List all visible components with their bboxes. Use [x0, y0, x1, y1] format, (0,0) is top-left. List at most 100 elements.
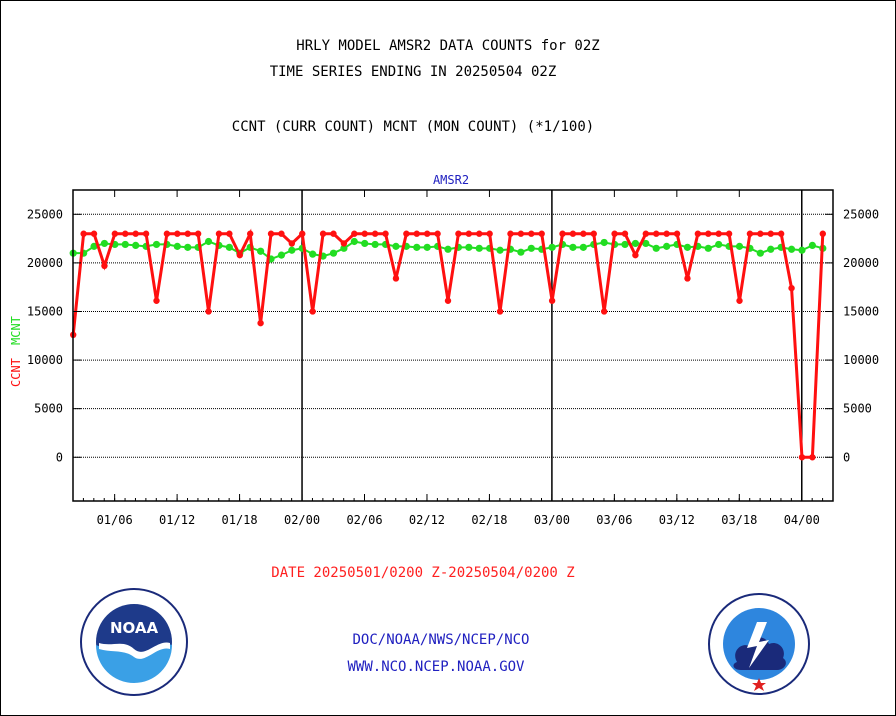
y-tick-label-right: 20000 [843, 256, 879, 270]
data-point-ccnt [413, 230, 420, 237]
data-point-mcnt [100, 239, 109, 248]
data-point-mcnt [465, 243, 473, 251]
x-tick-label: 03/12 [659, 513, 695, 527]
data-point-ccnt [278, 230, 285, 237]
data-point-ccnt [663, 230, 670, 237]
data-point-ccnt [632, 251, 639, 259]
data-point-ccnt [246, 230, 254, 237]
data-point-ccnt [174, 230, 181, 237]
data-point-ccnt [215, 230, 223, 237]
data-point-ccnt [715, 230, 722, 237]
data-point-mcnt [361, 239, 369, 248]
data-point-ccnt [559, 230, 566, 237]
data-point-ccnt [267, 230, 275, 237]
data-point-mcnt [715, 240, 723, 249]
data-point-ccnt [600, 308, 608, 315]
series-layer [69, 228, 827, 461]
data-point-ccnt [517, 230, 525, 237]
data-point-ccnt [507, 230, 514, 237]
noaa-logo: NOAA [80, 588, 188, 696]
data-point-ccnt [340, 240, 348, 247]
y-tick-label-left: 20000 [27, 256, 63, 270]
data-point-ccnt [590, 230, 597, 237]
data-point-ccnt [153, 297, 160, 304]
axis-layer: 0 0 5000 5000 10000 10000 15000 15000 20000 20000… [27, 189, 879, 527]
data-point-ccnt [330, 230, 337, 237]
data-point-ccnt [371, 230, 379, 237]
data-point-ccnt [361, 230, 368, 237]
data-point-ccnt [736, 297, 743, 304]
data-point-ccnt [465, 230, 473, 237]
y-tick-label-left: 25000 [27, 207, 63, 221]
data-point-mcnt [340, 244, 348, 252]
data-point-mcnt [652, 244, 660, 252]
data-point-ccnt [194, 230, 202, 237]
x-tick-label: 01/18 [222, 513, 258, 527]
data-point-ccnt [486, 230, 493, 237]
series-line-ccnt [71, 228, 825, 459]
y-tick-label-right: 15000 [843, 304, 879, 318]
data-point-ccnt [705, 230, 712, 237]
data-point-ccnt [309, 308, 316, 315]
x-tick-label: 02/06 [346, 513, 382, 527]
y-tick-label-right: 0 [843, 450, 850, 464]
data-point-ccnt [569, 230, 577, 237]
data-point-mcnt [90, 242, 98, 250]
data-point-ccnt [496, 308, 504, 315]
data-point-mcnt [735, 242, 744, 250]
data-point-ccnt [163, 230, 171, 237]
data-point-ccnt [746, 230, 754, 237]
x-tick-label: 03/18 [721, 513, 757, 527]
nco-website-link[interactable]: WWW.NCO.NCEP.NOAA.GOV [347, 659, 525, 675]
data-point-mcnt [184, 243, 192, 251]
data-point-ccnt [757, 230, 764, 237]
data-point-ccnt [653, 230, 660, 237]
data-point-ccnt [319, 230, 327, 237]
data-point-ccnt [423, 230, 431, 237]
data-point-ccnt [809, 454, 816, 461]
data-point-mcnt [257, 247, 265, 255]
data-point-mcnt [173, 242, 181, 250]
data-point-mcnt [204, 237, 213, 246]
data-point-ccnt [101, 262, 108, 270]
data-point-mcnt [621, 240, 629, 249]
noaa-logo-text: NOAA [110, 619, 159, 637]
data-point-ccnt [528, 230, 535, 237]
y-axis-label-ccnt: CCNT [9, 358, 23, 387]
data-point-mcnt [798, 246, 806, 254]
data-point-ccnt [257, 319, 264, 327]
x-tick-label: 01/06 [97, 513, 133, 527]
data-point-ccnt [132, 230, 139, 237]
data-point-mcnt [413, 243, 421, 251]
data-point-mcnt [767, 245, 775, 253]
y-tick-label-right: 25000 [843, 207, 879, 221]
data-point-mcnt [309, 250, 317, 258]
data-point-ccnt [725, 230, 733, 237]
nws-logo [708, 593, 810, 695]
data-point-mcnt [392, 242, 400, 250]
x-tick-label: 02/18 [471, 513, 507, 527]
data-point-mcnt [371, 240, 379, 249]
data-point-mcnt [152, 240, 161, 249]
data-point-ccnt [299, 230, 306, 237]
plot-area-border [72, 189, 834, 502]
data-point-mcnt [569, 243, 577, 251]
data-point-mcnt [642, 239, 650, 248]
x-tick-label: 03/00 [534, 513, 570, 527]
data-point-mcnt [475, 244, 483, 252]
data-point-mcnt [277, 251, 286, 259]
data-point-mcnt [787, 245, 796, 253]
chart-title-line2: TIME SERIES ENDING IN 20250504 02Z [269, 64, 557, 80]
data-point-ccnt [382, 230, 389, 237]
data-point-ccnt [351, 230, 358, 237]
data-point-mcnt [527, 244, 535, 252]
y-tick-label-left: 10000 [27, 353, 63, 367]
y-axis-label-mcnt: MCNT [9, 316, 23, 345]
data-point-mcnt [683, 243, 692, 251]
data-point-ccnt [767, 230, 774, 237]
y-tick-label-right: 10000 [843, 353, 879, 367]
doc-noaa-link[interactable]: DOC/NOAA/NWS/NCEP/NCO [352, 632, 530, 648]
data-point-ccnt [184, 230, 191, 237]
data-point-ccnt [538, 230, 545, 237]
data-point-ccnt [819, 230, 826, 237]
